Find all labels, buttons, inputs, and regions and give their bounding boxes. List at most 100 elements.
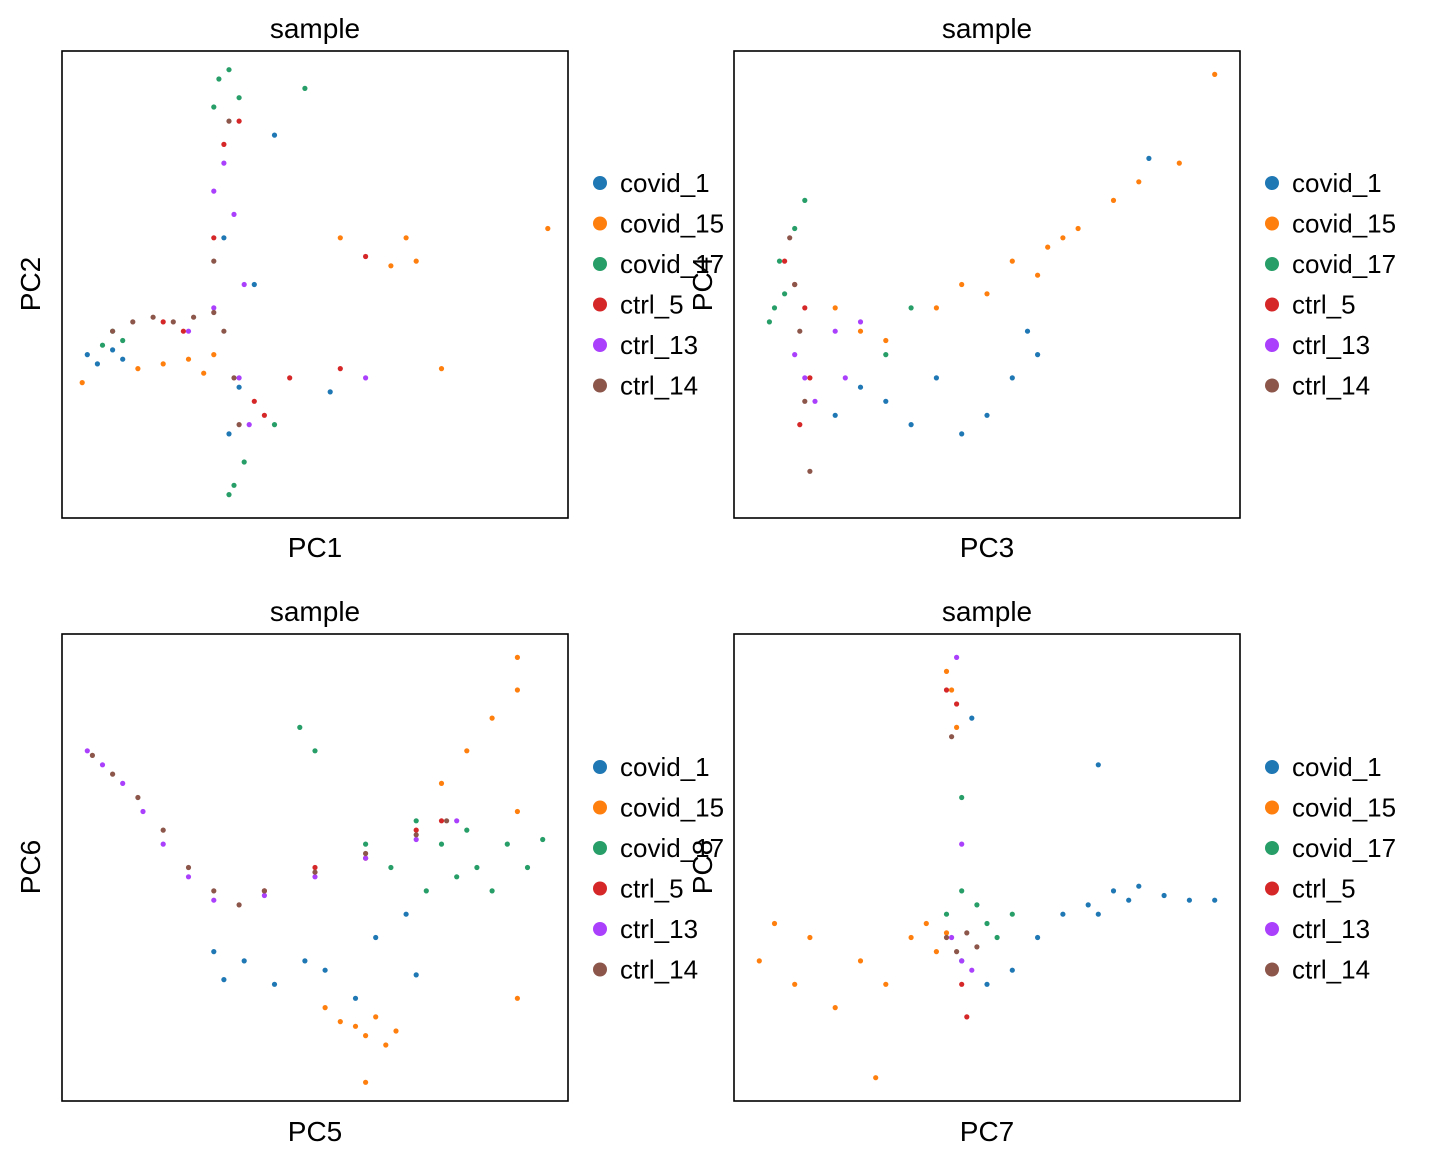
legend-label-covid_15: covid_15 bbox=[620, 209, 724, 239]
point-ctrl_14-1 bbox=[110, 771, 116, 777]
point-ctrl_14-3 bbox=[974, 944, 980, 950]
point-covid_1-2 bbox=[110, 347, 116, 353]
legend-item-ctrl_14: ctrl_14 bbox=[593, 955, 698, 985]
point-ctrl_5-3 bbox=[413, 827, 419, 833]
panel-2: sample PC3 PC4 covid_1 covid_15 covid_17ct… bbox=[687, 13, 1396, 563]
panel-3-x-label: PC5 bbox=[288, 1116, 342, 1147]
panel-2-y-label: PC4 bbox=[687, 257, 718, 311]
point-ctrl_13-4 bbox=[959, 841, 965, 847]
point-covid_17-8 bbox=[489, 888, 495, 894]
panel-4-frame bbox=[733, 633, 1241, 1102]
point-ctrl_14-6 bbox=[221, 328, 227, 334]
point-covid_1-0 bbox=[84, 352, 90, 358]
legend-item-covid_17: covid_17 bbox=[593, 833, 724, 863]
point-ctrl_13-2 bbox=[812, 398, 818, 404]
point-ctrl_14-2 bbox=[150, 314, 156, 320]
point-covid_15-0 bbox=[79, 380, 85, 386]
legend-item-ctrl_13: ctrl_13 bbox=[593, 914, 698, 944]
point-ctrl_5-2 bbox=[802, 305, 808, 311]
point-ctrl_5-7 bbox=[287, 375, 293, 381]
legend-label-ctrl_5: ctrl_5 bbox=[620, 874, 684, 904]
point-covid_17-6 bbox=[464, 827, 470, 833]
point-covid_17-9 bbox=[241, 459, 247, 465]
point-ctrl_13-4 bbox=[857, 319, 864, 325]
point-ctrl_14-7 bbox=[261, 888, 267, 894]
panel-4-y-label: PC8 bbox=[687, 840, 718, 894]
point-covid_1-4 bbox=[1060, 911, 1066, 917]
point-covid_15-14 bbox=[1212, 71, 1218, 77]
point-ctrl_5-2 bbox=[211, 235, 217, 241]
point-covid_15-8 bbox=[403, 235, 409, 241]
point-covid_1-4 bbox=[221, 235, 227, 241]
point-covid_15-13 bbox=[1176, 160, 1182, 166]
legend-marker-ctrl_5 bbox=[593, 881, 607, 896]
point-covid_15-3 bbox=[185, 356, 192, 362]
point-ctrl_5-3 bbox=[807, 375, 813, 381]
legend-marker-covid_15 bbox=[593, 216, 607, 231]
legend-label-ctrl_5: ctrl_5 bbox=[1292, 874, 1356, 904]
point-covid_17-1 bbox=[388, 864, 394, 871]
point-covid_15-12 bbox=[1136, 179, 1142, 185]
point-ctrl_13-4 bbox=[241, 281, 247, 288]
point-covid_17-3 bbox=[776, 258, 783, 264]
point-covid_15-13 bbox=[514, 808, 521, 815]
point-ctrl_13-10 bbox=[413, 836, 419, 843]
legend-marker-covid_15 bbox=[1265, 800, 1279, 815]
point-covid_17-6 bbox=[236, 95, 242, 101]
panel-1-x-label: PC1 bbox=[288, 532, 342, 563]
point-covid_17-7 bbox=[474, 864, 480, 871]
point-ctrl_14-11 bbox=[444, 818, 450, 824]
point-covid_17-5 bbox=[454, 874, 460, 880]
point-ctrl_13-1 bbox=[99, 762, 106, 768]
point-covid_1-3 bbox=[908, 422, 914, 428]
legend-marker-ctrl_13 bbox=[593, 338, 607, 352]
point-covid_1-9 bbox=[327, 389, 333, 395]
point-covid_15-6 bbox=[337, 235, 343, 241]
point-covid_17-10 bbox=[271, 422, 278, 428]
point-covid_1-3 bbox=[271, 981, 278, 987]
legend-marker-covid_15 bbox=[1265, 216, 1279, 231]
point-ctrl_5-1 bbox=[180, 328, 186, 334]
legend-item-ctrl_14: ctrl_14 bbox=[1265, 955, 1370, 985]
legend-marker-ctrl_5 bbox=[593, 297, 607, 312]
legend-label-covid_15: covid_15 bbox=[620, 793, 724, 823]
point-covid_17-4 bbox=[438, 841, 445, 847]
legend-marker-ctrl_13 bbox=[593, 922, 607, 936]
point-covid_1-6 bbox=[352, 995, 359, 1001]
point-ctrl_14-0 bbox=[787, 235, 793, 241]
point-ctrl_14-0 bbox=[943, 934, 950, 941]
point-ctrl_13-2 bbox=[221, 160, 227, 166]
point-covid_1-9 bbox=[1136, 883, 1142, 889]
legend-label-covid_17: covid_17 bbox=[620, 249, 724, 279]
point-ctrl_5-4 bbox=[236, 118, 242, 124]
point-ctrl_13-8 bbox=[312, 874, 318, 880]
legend-label-ctrl_14: ctrl_14 bbox=[620, 955, 698, 985]
point-covid_15-11 bbox=[1110, 197, 1117, 203]
legend-marker-ctrl_13 bbox=[1265, 338, 1279, 352]
point-covid_17-0 bbox=[363, 841, 369, 847]
point-covid_15-9 bbox=[1060, 235, 1066, 241]
point-ctrl_14-4 bbox=[949, 734, 955, 740]
point-covid_17-11 bbox=[540, 836, 546, 843]
point-covid_1-1 bbox=[984, 981, 990, 987]
legend-item-covid_1: covid_1 bbox=[1265, 168, 1382, 198]
legend-label-covid_1: covid_1 bbox=[620, 752, 710, 782]
point-covid_1-3 bbox=[1035, 934, 1041, 941]
legend-marker-ctrl_14 bbox=[1265, 962, 1279, 977]
point-covid_15-5 bbox=[211, 352, 217, 358]
panel-2-points bbox=[766, 71, 1218, 474]
point-covid_17-12 bbox=[312, 748, 318, 754]
legend-label-ctrl_13: ctrl_13 bbox=[1292, 330, 1370, 360]
legend-label-ctrl_13: ctrl_13 bbox=[620, 330, 698, 360]
point-covid_17-2 bbox=[974, 902, 980, 908]
panel-2-x-label: PC3 bbox=[960, 532, 1014, 563]
point-covid_1-7 bbox=[251, 281, 257, 288]
point-covid_1-5 bbox=[1085, 902, 1091, 908]
point-ctrl_13-3 bbox=[832, 328, 838, 334]
point-covid_15-1 bbox=[337, 1019, 343, 1025]
point-covid_17-2 bbox=[413, 818, 419, 824]
legend-label-ctrl_13: ctrl_13 bbox=[1292, 914, 1370, 944]
point-ctrl_14-4 bbox=[185, 864, 192, 871]
legend-label-ctrl_14: ctrl_14 bbox=[1292, 955, 1370, 985]
legend-item-covid_15: covid_15 bbox=[593, 793, 724, 823]
